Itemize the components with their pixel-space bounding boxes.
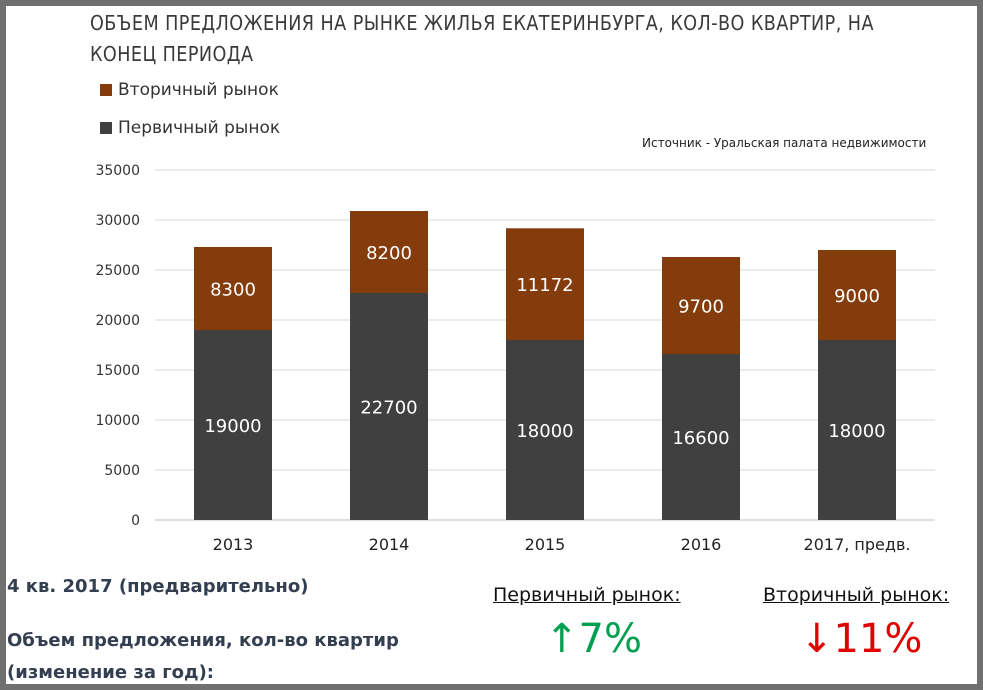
- data-label: 8200: [366, 243, 412, 264]
- data-label: 9000: [834, 286, 880, 307]
- legend-label: Вторичный рынок: [118, 80, 279, 100]
- bar-secondary: [350, 211, 428, 293]
- data-label: 19000: [204, 416, 261, 437]
- bar-secondary: [818, 250, 896, 340]
- period-label: 4 кв. 2017 (предварительно): [7, 576, 309, 597]
- data-label: 18000: [828, 421, 885, 442]
- bar-primary: [662, 354, 740, 520]
- data-label: 22700: [360, 398, 417, 419]
- x-tick-label: 2015: [525, 535, 566, 554]
- primary-change: ↑7%: [545, 616, 642, 662]
- y-tick-label: 25000: [95, 263, 140, 279]
- x-tick-label: 2013: [213, 535, 254, 554]
- arrow-up-icon: ↑: [545, 616, 579, 662]
- y-tick-label: 0: [131, 513, 140, 529]
- primary-change-value: 7%: [578, 616, 642, 662]
- bar-primary: [194, 330, 272, 520]
- bar-secondary: [194, 247, 272, 330]
- y-tick-label: 5000: [104, 463, 140, 479]
- y-tick-label: 20000: [95, 313, 140, 329]
- x-tick-label: 2016: [681, 535, 722, 554]
- bar-secondary: [662, 257, 740, 354]
- summary-line2: (изменение за год):: [7, 662, 214, 683]
- data-label: 9700: [678, 297, 724, 318]
- data-label: 18000: [516, 421, 573, 442]
- primary-market-label: Первичный рынок:: [493, 584, 681, 606]
- legend-item-primary: Первичный рынок: [100, 118, 280, 138]
- x-tick-label: 2014: [369, 535, 410, 554]
- x-tick-label: 2017, предв.: [804, 535, 911, 554]
- data-label: 16600: [672, 428, 729, 449]
- secondary-market-label: Вторичный рынок:: [763, 584, 950, 606]
- source-note: Источник - Уральская палата недвижимости: [642, 136, 927, 150]
- legend-swatch-primary: [100, 122, 112, 134]
- y-tick-label: 10000: [95, 413, 140, 429]
- y-tick-label: 15000: [95, 363, 140, 379]
- bar-primary: [506, 340, 584, 520]
- arrow-down-icon: ↓: [800, 616, 834, 662]
- secondary-change-value: 11%: [833, 616, 923, 662]
- data-label: 11172: [516, 275, 573, 296]
- legend-swatch-secondary: [100, 84, 112, 96]
- bar-primary: [350, 293, 428, 520]
- legend-item-secondary: Вторичный рынок: [100, 80, 279, 100]
- y-tick-label: 30000: [95, 213, 140, 229]
- data-label: 8300: [210, 280, 256, 301]
- bar-secondary: [506, 228, 584, 340]
- bar-primary: [818, 340, 896, 520]
- legend-label: Первичный рынок: [118, 118, 281, 138]
- summary-line1: Объем предложения, кол-во квартир: [7, 630, 399, 651]
- secondary-change: ↓11%: [800, 616, 922, 662]
- chart-title: ОБЪЕМ ПРЕДЛОЖЕНИЯ НА РЫНКЕ ЖИЛЬЯ ЕКАТЕРИ…: [90, 11, 874, 66]
- y-tick-label: 35000: [95, 163, 140, 179]
